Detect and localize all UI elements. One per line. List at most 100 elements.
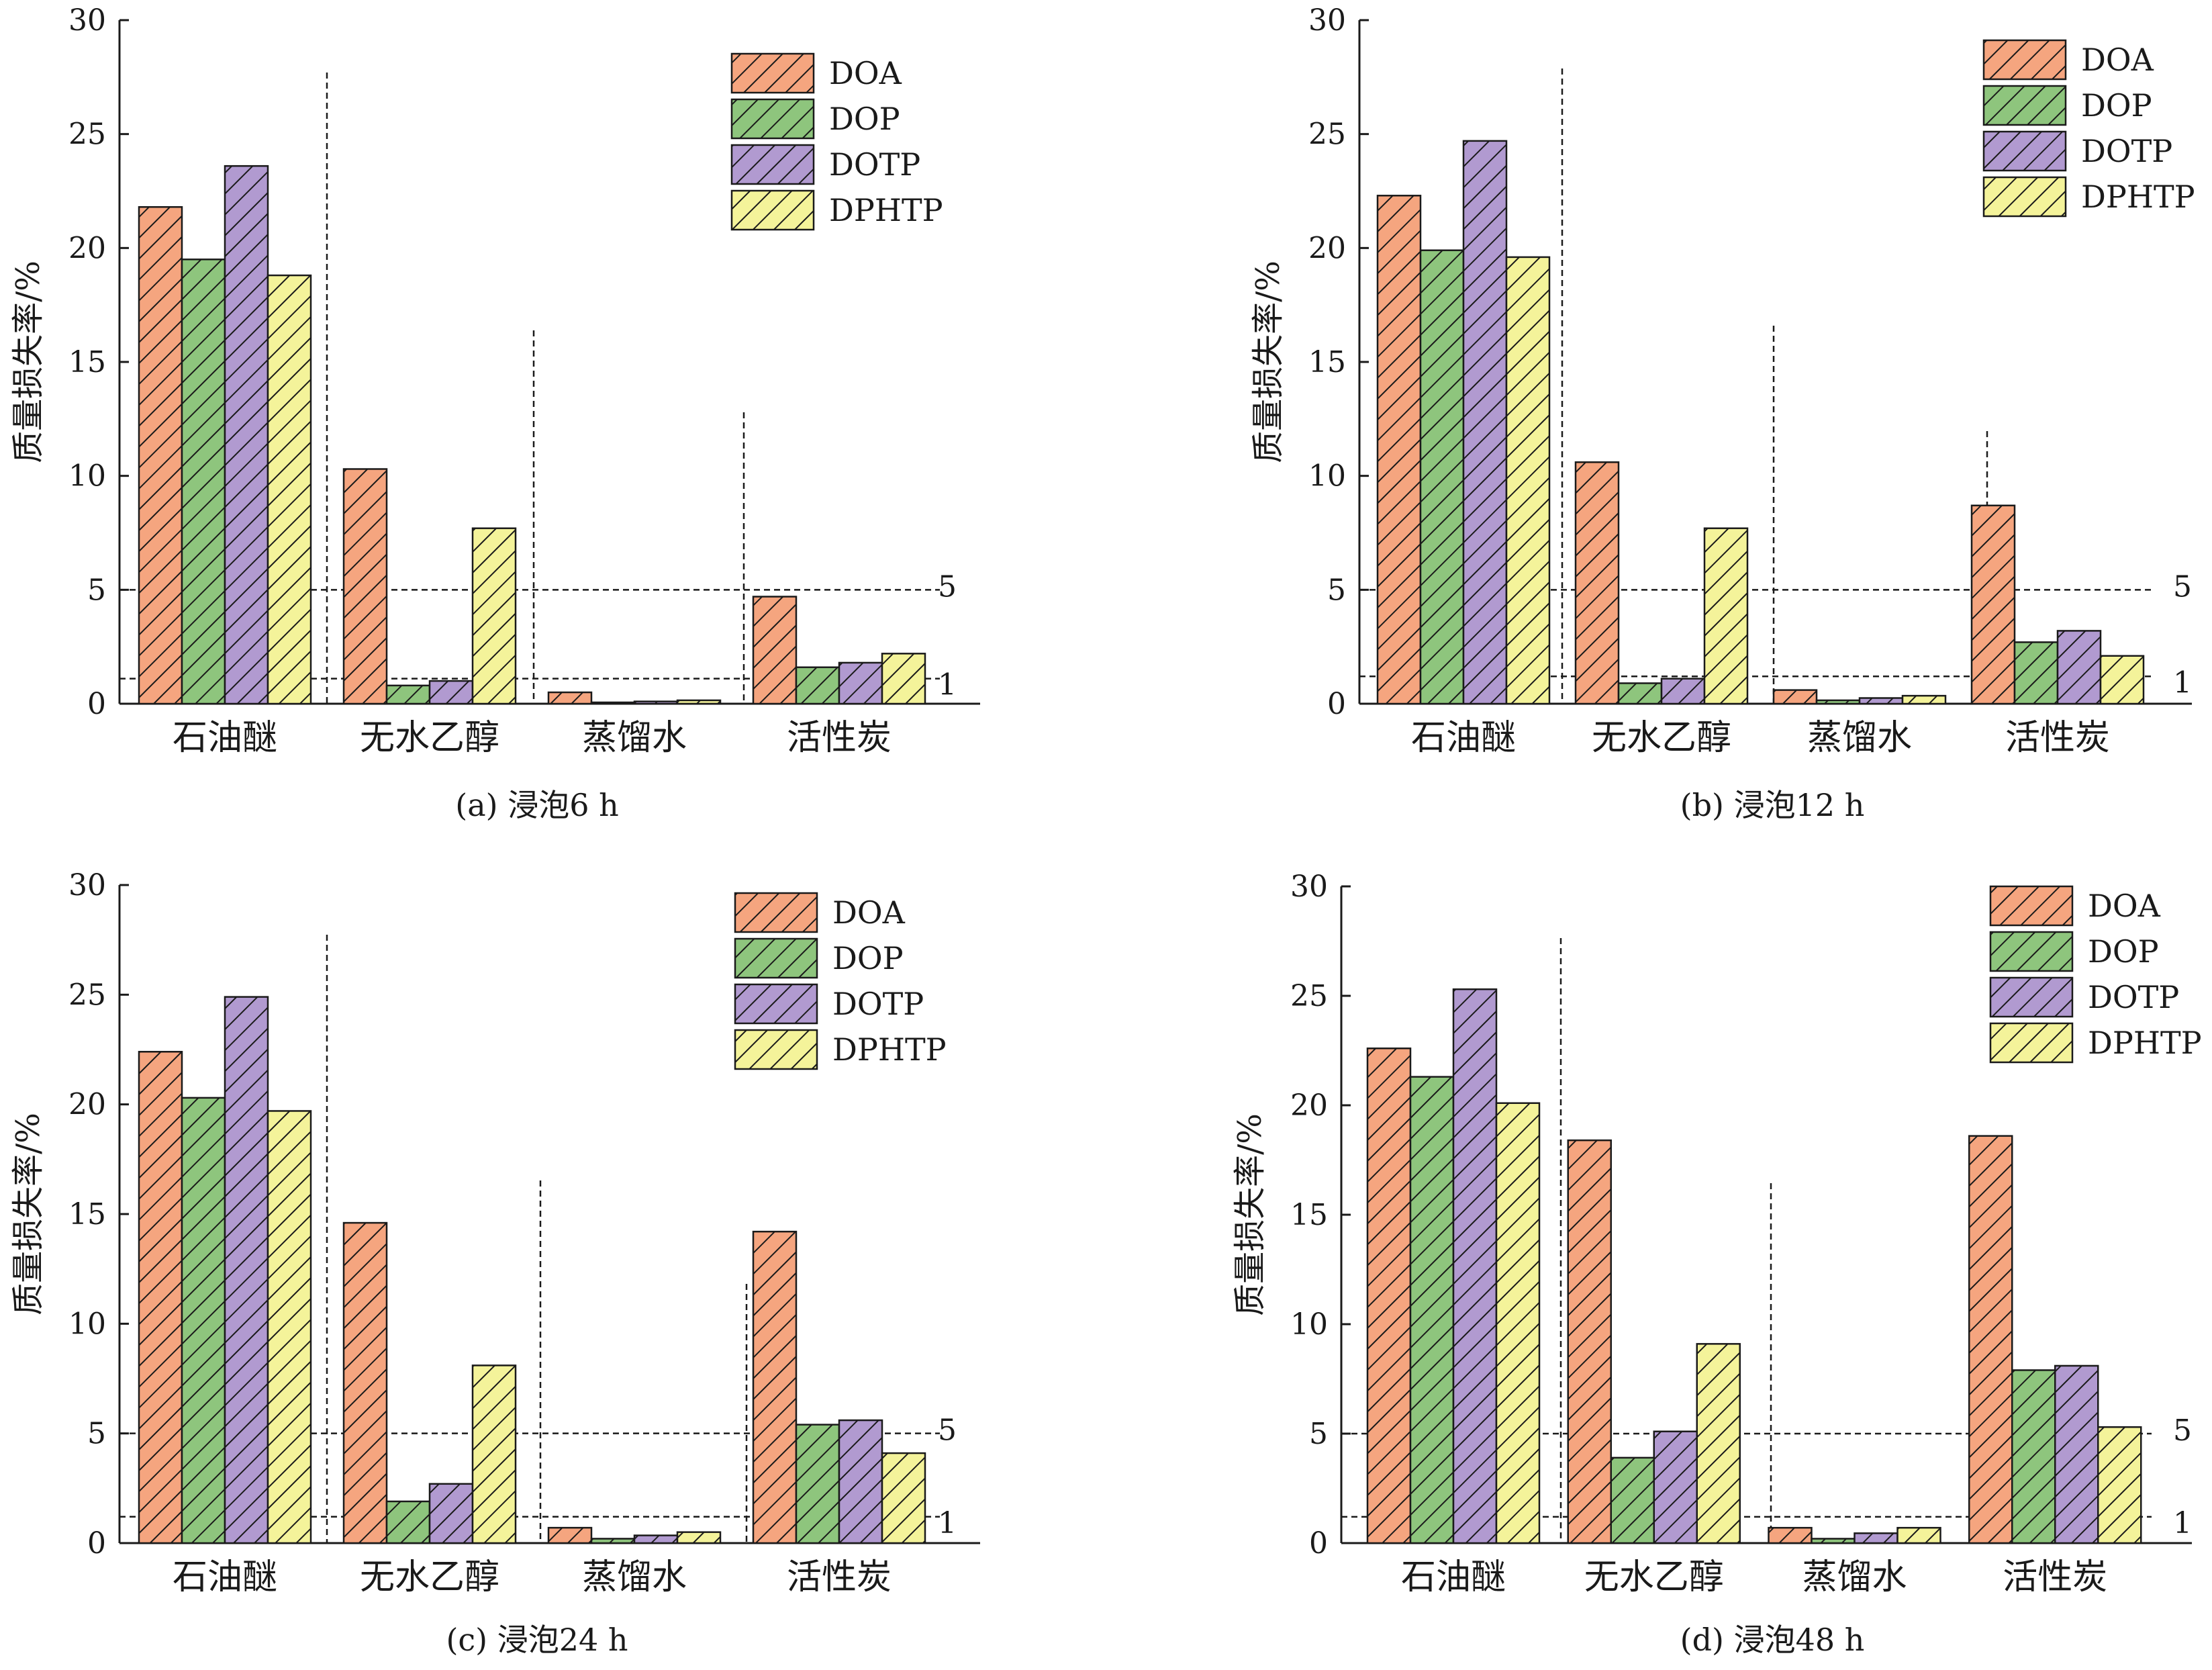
y-tick-label: 5	[87, 1417, 106, 1451]
legend-swatch-dphtp	[730, 189, 815, 231]
y-axis-label: 质量损失率/%	[1249, 261, 1287, 463]
category-label: 无水乙醇	[360, 718, 499, 758]
y-tick-label: 5	[1327, 573, 1346, 607]
category-label: 石油醚	[173, 718, 277, 758]
bar-dotp-2	[1653, 1430, 1698, 1544]
legend-label-doa: DOA	[2088, 888, 2161, 924]
bar-doa-3	[1768, 1526, 1813, 1544]
bar-doa-3	[547, 691, 593, 705]
panel-caption: (a) 浸泡6 h	[455, 787, 618, 823]
bar-dotp-4	[838, 661, 883, 705]
bar-doa-2	[342, 468, 388, 705]
legend-swatch-doa	[730, 52, 815, 94]
category-label: 活性炭	[787, 718, 892, 758]
legend-label-dphtp: DPHTP	[829, 192, 943, 228]
legend-label-dop: DOP	[832, 940, 904, 976]
y-tick-label: 25	[1308, 118, 1346, 152]
bar-dphtp-1	[1495, 1102, 1541, 1544]
y-tick-label: 10	[1290, 1307, 1328, 1342]
legend-label-dphtp: DPHTP	[2081, 179, 2195, 215]
bar-dop-1	[1419, 249, 1465, 705]
reference-label: 5	[938, 1413, 957, 1448]
legend-swatch-dphtp	[734, 1029, 818, 1070]
category-label: 石油醚	[173, 1557, 277, 1597]
legend-swatch-dotp	[734, 983, 818, 1025]
bar-dop-3	[590, 701, 636, 705]
reference-label: 1	[2173, 665, 2192, 700]
legend-swatch-doa	[734, 892, 818, 933]
y-tick-label: 10	[68, 1307, 106, 1341]
bar-dphtp-4	[881, 653, 926, 705]
reference-label: 5	[938, 569, 957, 604]
bar-doa-1	[138, 1051, 183, 1544]
y-tick-label: 15	[68, 1197, 106, 1232]
bar-dotp-4	[2054, 1364, 2099, 1544]
panel-caption: (d) 浸泡48 h	[1680, 1622, 1865, 1658]
legend-swatch-dop	[734, 937, 818, 979]
legend-label-doa: DOA	[832, 894, 906, 931]
legend-label-doa: DOA	[2081, 42, 2154, 78]
bar-dotp-3	[1854, 1532, 1898, 1544]
category-label: 石油醚	[1411, 718, 1516, 758]
reference-label: 1	[938, 1506, 957, 1540]
bar-dop-2	[385, 684, 431, 705]
bar-dphtp-1	[267, 1110, 312, 1544]
bar-doa-1	[138, 206, 183, 705]
chart-panel-1: 0 5 10 15 20 25 30 质量损失率/% 5 1 石油醚 无水乙醇 蒸馏水 活性炭 DOA DOP…	[9, 3, 980, 823]
bar-dphtp-1	[267, 274, 312, 705]
bar-dphtp-4	[2097, 1426, 2142, 1544]
reference-label: 1	[2173, 1506, 2192, 1540]
y-tick-label: 20	[68, 1088, 106, 1122]
bar-dphtp-3	[676, 699, 722, 705]
bar-dop-1	[1409, 1076, 1455, 1544]
bar-dotp-3	[633, 700, 679, 705]
reference-label: 1	[938, 668, 957, 702]
bar-dop-3	[590, 1538, 636, 1544]
bar-dotp-2	[428, 1483, 474, 1544]
legend-label-dop: DOP	[829, 101, 900, 137]
legend-label-dotp: DOTP	[829, 146, 920, 183]
bar-dphtp-2	[1696, 1343, 1741, 1544]
bar-doa-1	[1376, 195, 1422, 705]
y-tick-label: 15	[1290, 1198, 1328, 1232]
legend-label-dop: DOP	[2081, 87, 2152, 124]
bar-dphtp-2	[1703, 527, 1749, 705]
y-tick-label: 30	[68, 3, 106, 38]
bar-dphtp-1	[1505, 256, 1551, 705]
panel-caption: (b) 浸泡12 h	[1680, 787, 1865, 823]
bar-doa-4	[1970, 504, 2016, 705]
chart-panel-3: 0 5 10 15 20 25 30 质量损失率/% 5 1 石油醚 无水乙醇 蒸馏水 活性炭 DOA DOP…	[9, 868, 980, 1658]
legend-label-dphtp: DPHTP	[832, 1031, 947, 1068]
y-tick-label: 20	[68, 231, 106, 265]
bar-dotp-2	[1660, 678, 1706, 705]
legend-swatch-dphtp	[1982, 176, 2067, 218]
category-label: 无水乙醇	[360, 1557, 499, 1597]
bar-dphtp-3	[1901, 694, 1947, 705]
y-tick-label: 25	[68, 978, 106, 1012]
bar-doa-4	[1968, 1135, 2013, 1544]
legend: DOA DOP DOTP DPHTP	[734, 892, 947, 1070]
bar-dop-4	[2011, 1369, 2056, 1544]
category-label: 蒸馏水	[582, 718, 687, 758]
bar-dotp-1	[224, 165, 269, 705]
legend-swatch-doa	[1982, 39, 2067, 81]
legend-label-dotp: DOTP	[2088, 979, 2179, 1015]
legend-swatch-dotp	[730, 144, 815, 185]
bar-dotp-2	[428, 680, 474, 705]
y-tick-label: 10	[68, 459, 106, 494]
bar-dphtp-4	[881, 1452, 926, 1544]
bar-dphtp-2	[471, 527, 517, 705]
reference-label: 5	[2173, 1413, 2192, 1448]
bar-doa-2	[1574, 461, 1620, 705]
legend-swatch-dotp	[1982, 130, 2067, 172]
bar-doa-4	[752, 596, 798, 705]
y-tick-label: 10	[1308, 459, 1346, 494]
category-label: 蒸馏水	[1802, 1557, 1907, 1597]
legend-swatch-dotp	[1989, 976, 2074, 1018]
y-axis-label: 质量损失率/%	[9, 1113, 47, 1315]
y-tick-label: 30	[1290, 870, 1328, 904]
y-tick-label: 5	[1309, 1417, 1328, 1451]
y-tick-label: 30	[68, 868, 106, 902]
category-label: 石油醚	[1401, 1557, 1506, 1597]
legend: DOA DOP DOTP DPHTP	[1989, 885, 2202, 1064]
